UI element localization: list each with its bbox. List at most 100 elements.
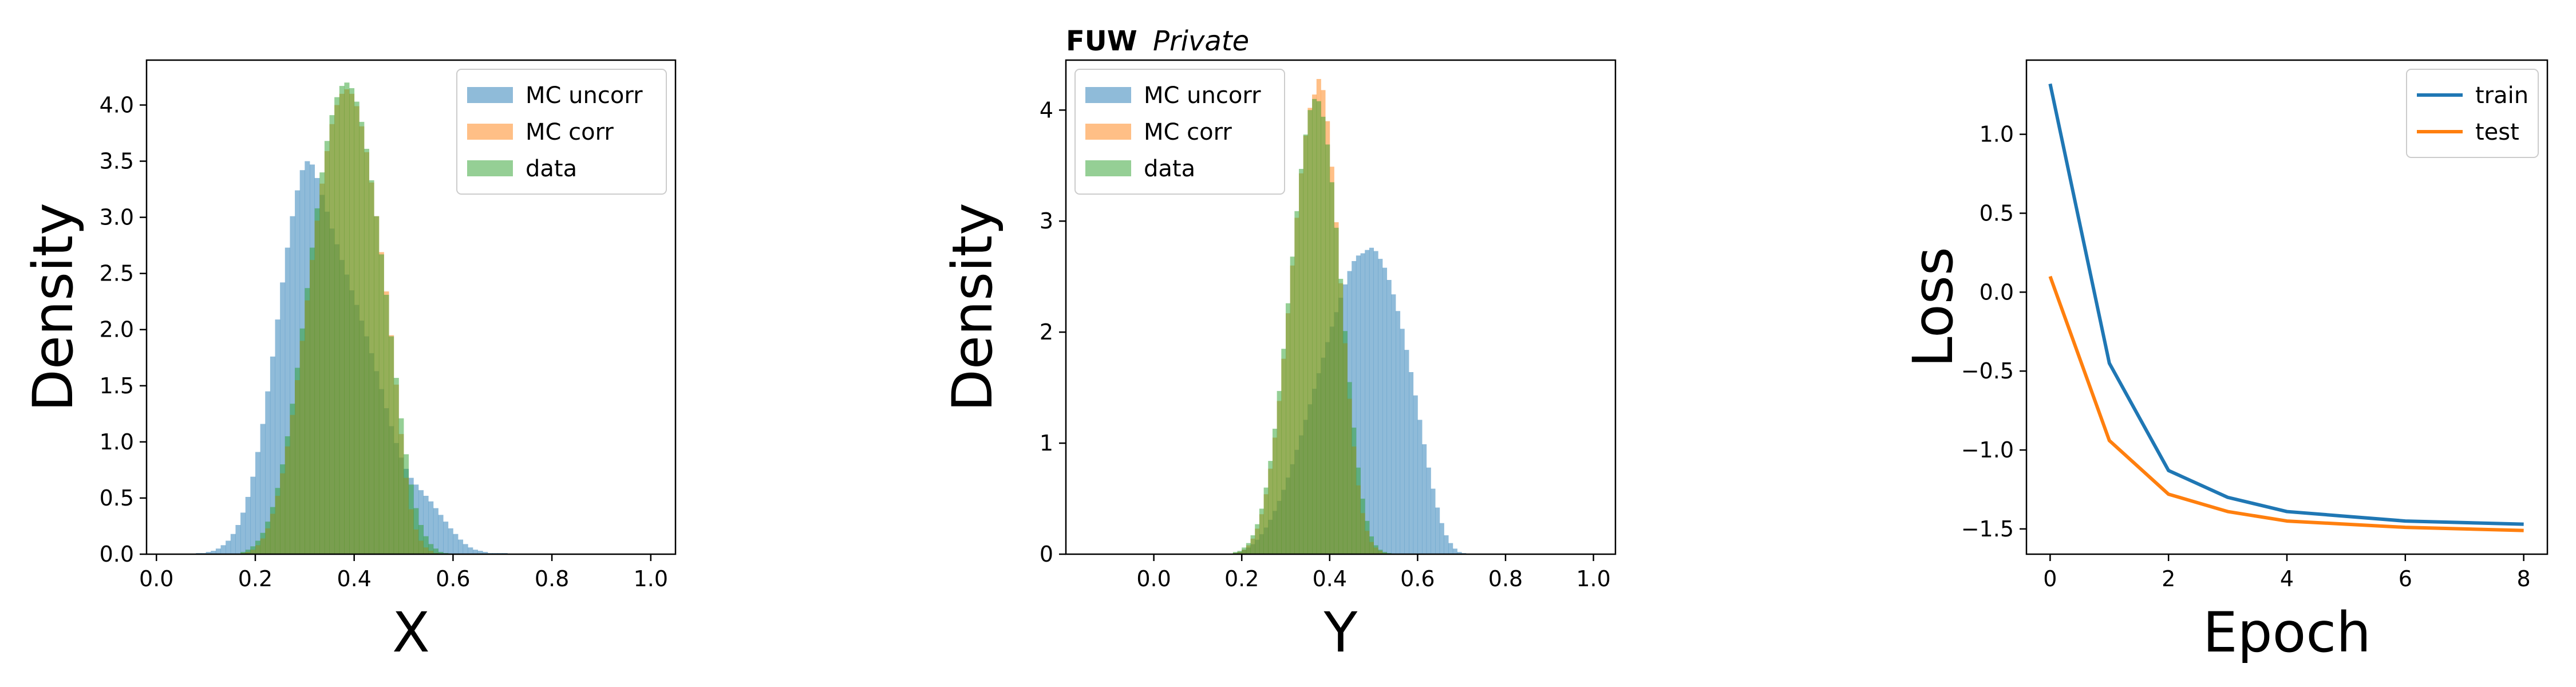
histogram-bar [240, 512, 246, 554]
histogram-bar [433, 508, 438, 554]
figure-title: FUW Private [1066, 25, 1249, 57]
histogram-bar [275, 319, 280, 554]
histogram-bar [1382, 552, 1388, 554]
legend-swatch [467, 160, 513, 176]
histogram-bar [1316, 101, 1321, 554]
histogram-bar [290, 216, 295, 554]
legend-swatch [467, 87, 513, 103]
histogram-bar [299, 328, 305, 554]
axes-frame [1065, 59, 1617, 555]
y-tick-label: 3.0 [100, 205, 134, 230]
y-axis: 0 1 2 3 4 [1040, 97, 1066, 567]
histogram-bar [1242, 547, 1247, 554]
histogram-bar [1396, 311, 1401, 554]
histogram-bar [1259, 508, 1264, 554]
x-axis-label: Y [1323, 601, 1358, 665]
histogram-bar [250, 476, 256, 554]
legend-label: MC corr [526, 119, 614, 145]
y-tick-label: 0 [1040, 542, 1053, 567]
x-tick-label: 4 [2280, 566, 2294, 591]
loss-curve-panel: 0 2 4 6 8 −1.5 −1.0 −0.5 0.0 0.5 1.0 Epoch Loss train… [1901, 59, 2549, 665]
histogram-bar [270, 507, 275, 554]
x-tick-label: 0.0 [1136, 566, 1171, 591]
x-axis: 0.0 0.2 0.4 0.6 0.8 1.0 [1136, 554, 1611, 591]
y-tick-label: 1.0 [100, 429, 134, 455]
figure-title-prefix: FUW [1066, 25, 1137, 57]
histogram-bar [413, 508, 419, 554]
histogram-bar [1378, 259, 1383, 554]
histogram-bar [393, 378, 399, 554]
series-line-test [2048, 275, 2524, 532]
histogram-bar [235, 525, 241, 554]
histogram-bar [305, 288, 310, 554]
histogram-bar [1391, 294, 1396, 554]
y-tick-label: 0.0 [100, 542, 134, 567]
histogram-bar [1452, 548, 1457, 554]
histogram-bar [339, 86, 345, 554]
legend-label: MC uncorr [1144, 82, 1261, 109]
x-tick-label: 0.8 [535, 566, 569, 591]
histogram-bar [1299, 169, 1304, 554]
histogram-bar [334, 97, 340, 554]
y-tick-label: 2 [1040, 319, 1053, 345]
histogram-bar [398, 418, 404, 554]
histogram-bar [1250, 535, 1255, 554]
x-axis-label: X [392, 601, 430, 665]
y-tick-label: −1.0 [1961, 437, 2014, 463]
histogram-bar [1448, 543, 1453, 554]
histogram-bar [285, 247, 290, 554]
histogram-bar [1422, 444, 1427, 554]
histogram-bar [1365, 520, 1370, 554]
histogram-bar [1321, 116, 1326, 554]
histogram-bar [211, 551, 216, 554]
legend-label: train [2475, 82, 2528, 109]
histogram-bar [438, 515, 444, 554]
histogram-bar [309, 247, 315, 554]
histogram-bar [260, 424, 266, 554]
histogram-bar [1290, 256, 1295, 554]
histogram-bar [1457, 552, 1462, 554]
histogram-bar [428, 544, 434, 554]
histogram-bar [423, 536, 429, 554]
histogram-bar [245, 550, 251, 554]
y-tick-label: 1.0 [1980, 122, 2014, 147]
x-tick-label: 0.2 [1224, 566, 1259, 591]
legend-label: data [526, 156, 577, 182]
histogram-bar [290, 404, 295, 554]
x-tick-label: 0.0 [139, 566, 173, 591]
histogram-bar [1342, 331, 1348, 554]
histogram-bar [472, 550, 478, 554]
plot-area [196, 82, 508, 554]
histogram-bar [1356, 467, 1361, 554]
y-tick-label: −0.5 [1961, 358, 2014, 384]
x-tick-label: 0 [2043, 566, 2057, 591]
histogram-bar [1329, 182, 1334, 554]
histogram-bar [1334, 227, 1339, 554]
x-tick-label: 1.0 [1576, 566, 1610, 591]
histogram-bar [349, 88, 355, 554]
legend-label: test [2475, 119, 2519, 145]
histogram-bar [280, 464, 286, 554]
histogram-bar [1431, 488, 1436, 554]
legend-label: MC corr [1144, 119, 1232, 145]
histogram-bar [344, 82, 350, 554]
y-tick-label: 4.0 [100, 92, 134, 117]
histogram-bar [270, 356, 275, 554]
histogram-bar [1272, 428, 1278, 554]
histogram-bar [1400, 329, 1405, 554]
histogram-bar [1360, 253, 1365, 554]
histogram-bar [1360, 499, 1365, 554]
legend-box [2406, 69, 2539, 158]
histogram-bar [453, 534, 459, 554]
histogram-bar [369, 180, 374, 554]
y-tick-label: 2.5 [100, 261, 134, 286]
series-data [1232, 98, 1392, 554]
histogram-bar [1352, 261, 1357, 554]
histogram-bar [1413, 395, 1418, 554]
x-tick-label: 0.2 [238, 566, 272, 591]
histogram-bar [329, 115, 335, 554]
x-tick-label: 6 [2399, 566, 2412, 591]
histogram-bar [245, 496, 251, 554]
x-tick-label: 0.4 [1313, 566, 1347, 591]
